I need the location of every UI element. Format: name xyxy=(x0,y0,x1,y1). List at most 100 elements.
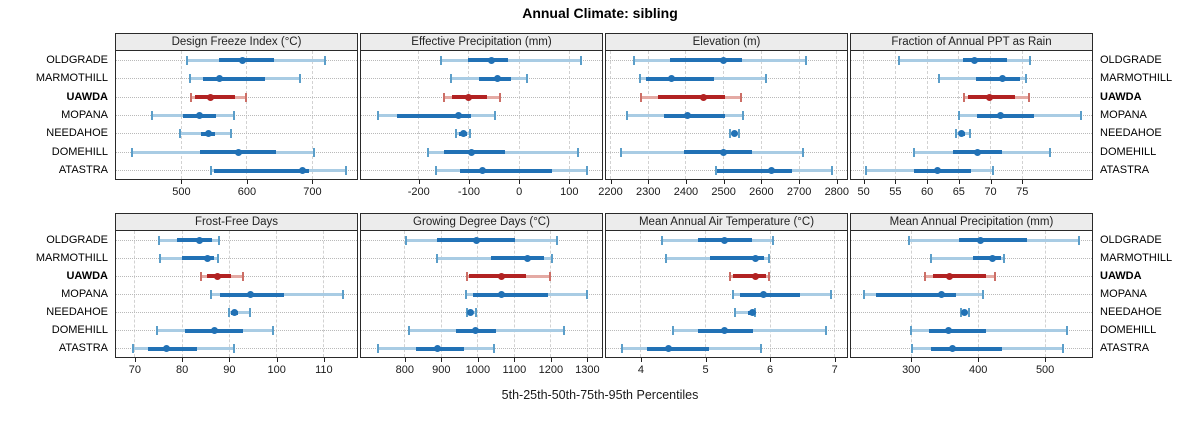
median-dot-mopana xyxy=(498,291,506,298)
panel-plot-frost-free-days xyxy=(115,231,358,358)
cap-95th-marmothill xyxy=(216,253,219,263)
site-gridline xyxy=(606,275,847,277)
site-label-right-atastra: ATASTRA xyxy=(1100,342,1150,355)
cap-95th-marmothill xyxy=(299,74,302,84)
cap-95th-uawda xyxy=(739,92,742,102)
panel-plot-fraction-of-annual-ppt-as-rain xyxy=(850,51,1093,180)
cap-5th-domehill xyxy=(672,326,675,336)
x-tick-label: 60 xyxy=(920,186,934,198)
x-tick xyxy=(761,180,763,184)
x-tick xyxy=(978,358,980,362)
cap-95th-oldgrade xyxy=(772,235,775,245)
site-label-left-atastra: ATASTRA xyxy=(58,164,108,177)
box-25-75-atastra xyxy=(717,168,792,173)
cap-5th-atastra xyxy=(910,344,913,354)
cap-95th-atastra xyxy=(492,344,495,354)
x-tick xyxy=(587,358,589,362)
median-dot-mopana xyxy=(997,112,1005,119)
x-tick-label: 400 xyxy=(969,364,988,376)
cap-5th-mopana xyxy=(209,290,212,299)
site-label-right-uawda: UAWDA xyxy=(1100,90,1142,103)
median-dot-needahoe xyxy=(957,130,965,138)
site-label-right-domehill: DOMEHILL xyxy=(1100,324,1157,337)
x-tick-label: 50 xyxy=(857,186,870,198)
median-dot-uawda xyxy=(498,272,506,280)
box-25-75-mopana xyxy=(396,113,472,118)
box-25-75-uawda xyxy=(658,95,726,100)
cap-95th-domehill xyxy=(562,326,565,336)
cap-95th-atastra xyxy=(830,166,833,176)
x-tick-label: 55 xyxy=(889,186,902,198)
cap-95th-marmothill xyxy=(550,253,553,263)
median-dot-marmothill xyxy=(523,254,531,262)
median-dot-domehill xyxy=(234,148,242,156)
median-dot-oldgrade xyxy=(720,236,728,244)
cap-5th-marmothill xyxy=(435,253,438,263)
median-dot-oldgrade xyxy=(977,236,985,244)
median-dot-uawda xyxy=(699,93,707,101)
x-tick-label: 6 xyxy=(767,364,774,376)
cap-95th-oldgrade xyxy=(217,235,220,245)
median-dot-marmothill xyxy=(999,75,1007,83)
cap-5th-atastra xyxy=(714,166,717,176)
x-tick xyxy=(514,358,516,362)
median-dot-domehill xyxy=(945,327,953,335)
x-tick-label: 2500 xyxy=(711,186,736,198)
median-dot-atastra xyxy=(162,345,170,353)
x-tick xyxy=(134,358,136,362)
cap-95th-uawda xyxy=(244,92,247,102)
cap-95th-mopana xyxy=(830,290,833,299)
x-tick xyxy=(441,358,443,362)
median-dot-needahoe xyxy=(231,309,239,317)
panel-plot-effective-precipitation-mm xyxy=(360,51,603,180)
median-dot-needahoe xyxy=(748,309,756,317)
x-tick xyxy=(648,180,650,184)
x-tick-label: -200 xyxy=(407,186,430,198)
site-label-left-mopana: MOPANA xyxy=(61,109,108,121)
cap-95th-needahoe xyxy=(737,129,740,139)
box-25-75-mopana xyxy=(876,292,957,297)
median-dot-needahoe xyxy=(961,309,969,317)
median-dot-oldgrade xyxy=(970,56,978,64)
box-25-75-uawda xyxy=(194,95,235,100)
x-tick xyxy=(418,180,420,184)
median-dot-marmothill xyxy=(752,254,760,262)
cap-95th-uawda xyxy=(1027,92,1030,102)
cap-5th-oldgrade xyxy=(897,55,900,65)
cap-95th-marmothill xyxy=(765,74,768,84)
median-dot-marmothill xyxy=(215,75,223,83)
x-tick xyxy=(723,180,725,184)
median-dot-mopana xyxy=(683,112,691,119)
cap-5th-domehill xyxy=(620,147,623,157)
cap-5th-atastra xyxy=(435,166,438,176)
x-tick xyxy=(1045,358,1047,362)
x-tick xyxy=(895,180,897,184)
cap-5th-domehill xyxy=(909,326,912,336)
median-dot-uawda xyxy=(213,272,221,280)
cap-5th-domehill xyxy=(408,326,411,336)
site-gridline xyxy=(606,294,847,295)
cap-95th-oldgrade xyxy=(805,55,808,65)
median-dot-atastra xyxy=(299,167,307,175)
box-25-75-mopana xyxy=(977,113,1035,118)
x-tick-label: 1100 xyxy=(502,364,527,376)
panel-title: Frost-Free Days xyxy=(194,216,279,228)
median-dot-oldgrade xyxy=(195,236,203,244)
site-label-right-mopana: MOPANA xyxy=(1100,288,1147,300)
cap-95th-marmothill xyxy=(1003,253,1006,263)
box-25-75-atastra xyxy=(647,346,710,351)
cap-5th-mopana xyxy=(625,111,628,120)
box-25-75-oldgrade xyxy=(958,238,1028,243)
x-tick-label: 500 xyxy=(1035,364,1055,376)
panel-title: Fraction of Annual PPT as Rain xyxy=(891,36,1052,48)
x-axis-label: 5th-25th-50th-75th-95th Percentiles xyxy=(501,388,699,402)
cap-5th-uawda xyxy=(443,92,446,102)
cap-5th-mopana xyxy=(862,290,865,299)
site-label-left-atastra: ATASTRA xyxy=(58,342,108,355)
cap-5th-marmothill xyxy=(450,74,453,84)
cap-95th-mopana xyxy=(232,111,235,120)
x-tick xyxy=(834,358,836,362)
box-25-75-domehill xyxy=(928,328,987,333)
x-tick xyxy=(911,358,913,362)
